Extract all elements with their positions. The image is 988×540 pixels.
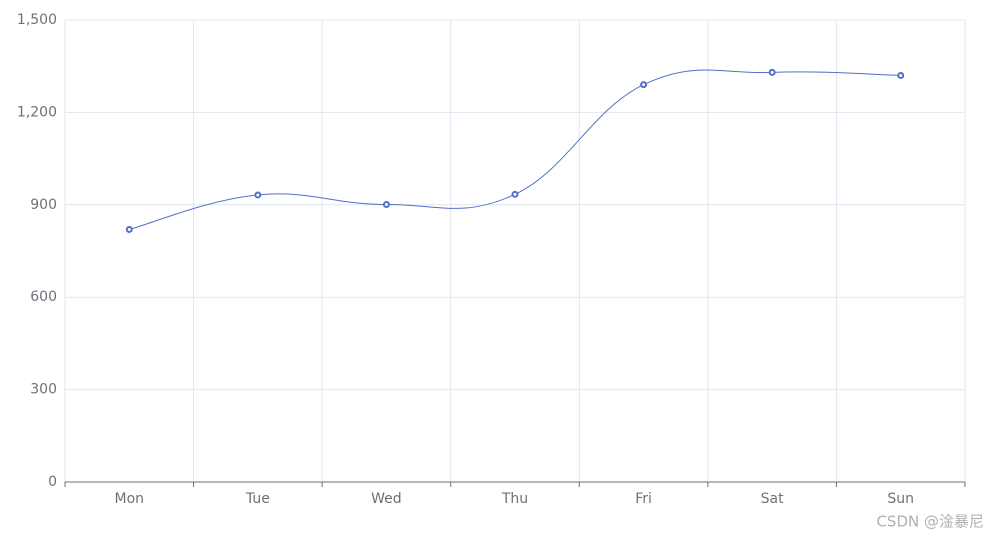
x-tick-label: Mon <box>115 491 145 507</box>
y-tick-label: 1,500 <box>17 12 57 28</box>
point <box>254 191 262 199</box>
y-tick-label: 1,200 <box>17 104 57 120</box>
point <box>897 71 905 79</box>
y-tick-label: 900 <box>30 197 57 213</box>
x-tick-label: Wed <box>371 491 402 507</box>
point <box>125 225 133 233</box>
point <box>511 190 519 198</box>
point <box>768 68 776 76</box>
line <box>129 69 901 230</box>
x-tick-label: Fri <box>635 491 652 507</box>
x-tick-label: Sun <box>887 491 914 507</box>
y-tick-label: 600 <box>30 289 57 305</box>
y-tick-label: 0 <box>48 474 57 490</box>
point <box>382 200 390 208</box>
y-tick-label: 300 <box>30 382 57 398</box>
x-tick-label: Sat <box>761 491 784 507</box>
point <box>640 81 648 89</box>
x-tick-label: Thu <box>501 491 528 507</box>
watermark: CSDN @淦暴尼 <box>876 513 984 531</box>
x-tick-label: Tue <box>245 491 270 507</box>
